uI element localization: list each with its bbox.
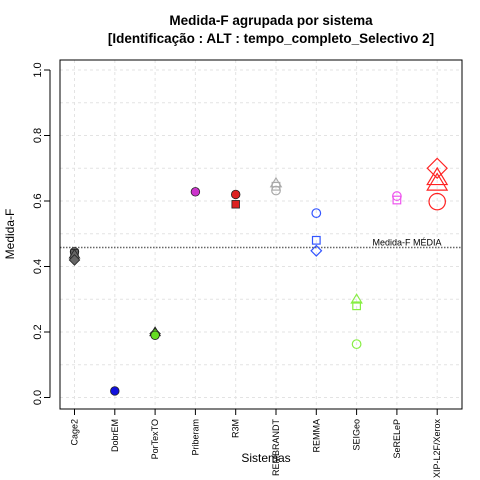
x-tick-label: SEIGeo <box>352 419 362 451</box>
data-point-circle <box>271 185 281 196</box>
mean-line-group: Medida-F MÉDIA <box>60 238 462 249</box>
y-axis: 0.0 0.2 0.4 0.6 0.8 1.0 <box>32 62 51 405</box>
data-point-circle <box>230 189 241 200</box>
data-point-triangle <box>350 293 363 304</box>
x-tick-label: Cage2 <box>70 419 80 446</box>
data-point-diamond <box>426 157 448 179</box>
x-tick-label: XIP-L2F/Xerox <box>432 419 442 479</box>
data-point-circle <box>311 208 322 219</box>
x-tick-label: DobrEM <box>110 419 120 452</box>
y-tick-label: 1.0 <box>32 62 44 77</box>
x-tick-label: Priberam <box>190 419 200 456</box>
data-point-diamond <box>310 244 323 257</box>
data-point-triangle <box>426 172 449 191</box>
x-axis: Cage2 DobrEM PorTexTO Priberam R3M REMBRANDT R… <box>70 408 442 479</box>
data-point-square <box>271 181 281 191</box>
y-tick-label: 0.8 <box>32 128 44 143</box>
chart-title: Medida-F agrupada por sistema <box>169 13 373 28</box>
data-point-circle <box>190 187 201 197</box>
y-tick-label: 0.2 <box>32 324 44 339</box>
data-points <box>68 157 449 396</box>
data-point-circle <box>428 192 446 211</box>
y-axis-label: Medida-F <box>3 209 17 260</box>
data-point-square <box>311 235 321 245</box>
chart-subtitle: [Identificação : ALT : tempo_completo_Se… <box>108 31 434 46</box>
mean-line-label: Medida-F MÉDIA <box>372 238 441 248</box>
data-point-circle <box>150 330 160 340</box>
data-point-square <box>392 195 402 205</box>
y-tick-label: 0.4 <box>32 259 44 274</box>
grid-lines <box>60 60 462 409</box>
x-tick-label: REMMA <box>311 419 321 453</box>
data-point-triangle <box>426 166 449 186</box>
plot-frame <box>59 59 463 410</box>
data-point-diamond <box>68 254 81 266</box>
x-tick-label: PorTexTO <box>150 419 160 459</box>
x-axis-label: Sistemas <box>241 451 290 465</box>
x-tick-label: SeRELeP <box>392 419 402 459</box>
data-point-circle <box>351 339 362 350</box>
y-tick-label: 0.6 <box>32 193 44 208</box>
data-point-square <box>352 301 361 311</box>
x-tick-label: REMBRANDT <box>271 419 281 477</box>
y-tick-label: 0.0 <box>32 390 44 405</box>
data-point-circle <box>110 386 120 396</box>
x-tick-label: R3M <box>231 419 241 438</box>
data-point-square <box>231 200 240 209</box>
